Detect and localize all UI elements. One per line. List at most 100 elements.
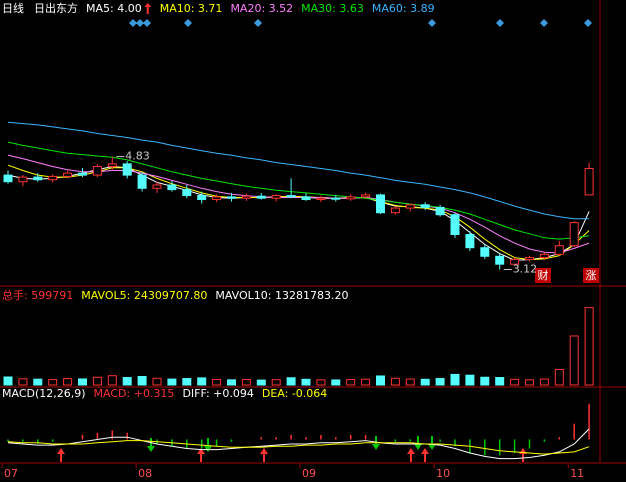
candle-body [539,253,549,259]
candle-body [495,255,505,265]
volume-bar [450,373,460,386]
buy-arrow [57,448,527,462]
legend-entry: MA10: 3.71 [160,2,223,15]
candle-body [33,176,43,181]
candle-body [212,196,222,201]
candle-body [63,172,73,177]
period: 日线 [2,1,24,15]
candle-body [167,184,177,191]
volume-bar [480,376,490,386]
candle-body [271,195,281,199]
candle-body [241,195,251,199]
x-tick-label: 09 [302,467,316,480]
volume-bar [227,379,236,386]
legend-entry: MAVOL5: 24309707.80 [81,289,207,302]
candle-body [584,168,594,196]
legend-entry: MA30: 3.63 [301,2,364,15]
legend-entry: MACD: +0.315 [94,387,175,400]
candle-body [376,194,385,214]
candle-body [331,197,341,200]
candle-body [316,197,326,201]
volume-bar [376,375,385,386]
sell-arrow [147,436,436,452]
annotation-box [583,268,599,283]
legend-entry: DIFF: +0.094 [182,387,253,400]
annotation: 涨 [586,269,597,282]
candle-body [137,174,147,189]
volume-bar [435,378,445,386]
candle-body [405,204,415,209]
volume-bar [584,307,594,386]
volume-bar [167,378,177,386]
moving-average [7,164,590,261]
candle-body [152,184,162,189]
candle-body [569,222,579,247]
candle-body [227,196,236,199]
candle-body [525,257,534,261]
volume-bar [256,379,266,386]
candle-body [390,207,400,214]
volume-bar [390,377,400,386]
signal-diamonds [129,19,592,27]
volume-bar [539,378,549,386]
volume-bar [420,378,430,386]
volume-bar [525,379,534,386]
min-label: 3.12 [513,262,538,275]
candle-body [554,245,564,255]
volume-bar [63,378,73,386]
x-tick-label: 10 [436,467,450,480]
volume-bar [271,379,281,386]
candle-body [256,195,266,199]
volume-bar [18,378,28,386]
volume-bar [33,378,43,386]
volume-bar [331,379,341,386]
volume-bar [465,374,475,386]
macd-line [7,428,590,460]
legend-entry: MA5: 4.00 [86,2,142,15]
x-tick-label: 07 [4,467,18,480]
candle-body [480,247,490,257]
max-label: 4.83 [125,150,150,163]
volume-bar [510,378,520,386]
legend-arrow [144,3,152,14]
candle-body [301,196,311,201]
candle-body [18,176,28,183]
moving-average [7,141,590,240]
volume-bar [286,377,296,386]
x-tick-label: 08 [138,467,152,480]
annotation-box [535,268,551,283]
legend-entry: DEA: -0.064 [262,387,327,400]
volume-bar [137,375,147,386]
legend-entry: 总手: 599791 [2,288,73,302]
volume-bar [241,379,251,386]
x-tick-label: 11 [570,467,584,480]
volume-bar [197,377,207,386]
candle-body [286,195,296,198]
volume-bar [92,376,102,386]
volume-bar [78,378,87,386]
volume-bar [554,369,564,386]
moving-average [7,121,590,220]
candle-body [182,189,192,197]
volume-bar [48,379,58,386]
candle-body [3,174,13,183]
legend-entry: 日出东方 [34,1,78,15]
volume-bar [495,377,505,386]
legend-entry: MA20: 3.52 [230,2,293,15]
candle-body [197,195,207,201]
annotation: 财 [538,268,549,282]
candle-body [420,204,430,208]
volume-bar [316,379,326,386]
legend-entry: MA60: 3.89 [372,2,435,15]
volume-bar [405,378,415,386]
volume-bar [107,375,117,386]
volume-bar [122,377,132,386]
volume-bar [3,376,13,386]
candle-body [361,194,371,198]
candle-body [48,175,58,181]
candle-body [107,163,117,168]
volume-bar [361,378,371,386]
macd-line [7,440,590,455]
